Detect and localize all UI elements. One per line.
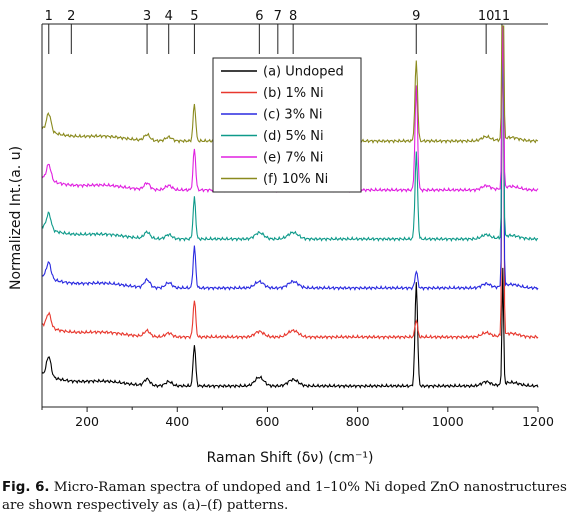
peak-marker-label: 11 (494, 9, 511, 24)
x-tick-label: 800 (346, 414, 370, 429)
peak-marker-label: 9 (412, 9, 420, 24)
peak-marker-label: 5 (190, 9, 198, 24)
legend-entry: (e) 7% Ni (263, 151, 323, 166)
peak-marker-label: 6 (255, 9, 263, 24)
x-tick-label: 400 (165, 414, 189, 429)
x-tick-label: 600 (256, 414, 280, 429)
x-tick-label: 1200 (522, 414, 554, 429)
x-axis-label: Raman Shift (δν) (cm⁻¹) (207, 450, 374, 465)
legend: (a) Undoped (b) 1% Ni (c) 3% Ni (d) 5% Ni (e… (212, 57, 362, 193)
caption-text: Micro-Raman spectra of undoped and 1–10%… (2, 480, 567, 513)
peak-markers: 1 2 3 4 5 6 7 8 9 10 11 (45, 9, 511, 54)
legend-entry: (c) 3% Ni (263, 108, 323, 123)
axes: 200 400 600 800 1000 1200 (41, 23, 554, 429)
figure-caption: Fig. 6. Micro-Raman spectra of undoped a… (2, 479, 568, 515)
peak-marker-label: 10 (478, 9, 495, 24)
x-tick-label: 1000 (432, 414, 464, 429)
legend-entry: (a) Undoped (263, 65, 344, 80)
peak-marker-label: 4 (165, 9, 173, 24)
peak-marker-label: 8 (289, 9, 297, 24)
legend-entry: (f) 10% Ni (263, 172, 328, 187)
x-tick-label: 200 (75, 414, 99, 429)
caption-label: Fig. 6. (2, 480, 50, 495)
series-line-c (41, 25, 539, 291)
series-line-b (41, 25, 539, 340)
peak-marker-label: 2 (67, 9, 75, 24)
series-line-a (41, 267, 539, 389)
peak-marker-label: 3 (143, 9, 151, 24)
series-line-d (41, 25, 539, 242)
legend-entry: (b) 1% Ni (263, 86, 324, 101)
y-axis-label: Normalized Int.(a. u) (8, 146, 24, 290)
peak-marker-label: 1 (45, 9, 53, 24)
peak-marker-label: 7 (274, 9, 282, 24)
legend-box (212, 57, 362, 193)
legend-entry: (d) 5% Ni (263, 129, 324, 144)
